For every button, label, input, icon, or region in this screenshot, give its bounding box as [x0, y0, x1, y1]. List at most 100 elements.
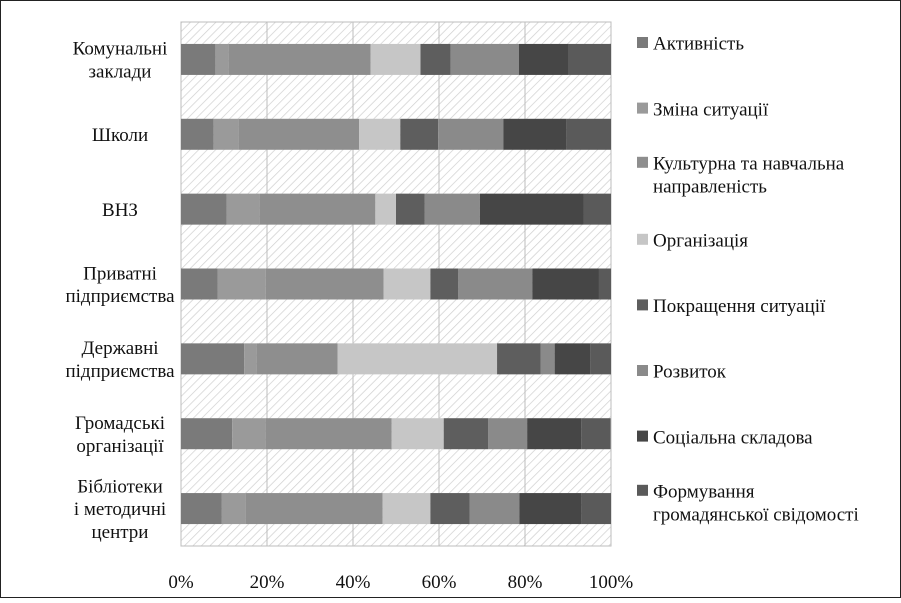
legend-label-line: Соціальна складова	[653, 427, 813, 448]
bar-segment	[382, 493, 431, 525]
legend-label-line: Зміна ситуації	[653, 99, 769, 120]
legend-label-line: Організація	[653, 230, 748, 251]
category-label: Комунальні заклади	[73, 39, 168, 83]
bar-segment	[181, 43, 216, 75]
bar-segment	[244, 343, 257, 375]
bar-segment	[503, 118, 567, 150]
category-label-line: Комунальні	[73, 39, 168, 60]
legend-label-line: Розвиток	[653, 362, 727, 383]
bar-segment	[532, 268, 599, 300]
bar-segment	[181, 268, 218, 300]
bar-segment	[590, 343, 611, 375]
category-label-line: підприємства	[65, 361, 175, 382]
category-label-line: Громадські	[75, 413, 165, 434]
legend-label: Соціальна складова	[653, 427, 813, 448]
bar-segment	[181, 418, 233, 450]
bar-segment	[430, 268, 459, 300]
legend-label: Формування громадянської свідомості	[653, 481, 859, 525]
bar-segment	[443, 418, 489, 450]
legend-label-line: Культурна та навчальна	[653, 153, 845, 174]
bar-segment	[221, 493, 246, 525]
bar-segment	[337, 343, 498, 375]
bar-segment	[181, 343, 245, 375]
category-label-line: центри	[92, 522, 149, 543]
legend-label: Активність	[653, 34, 744, 55]
x-tick-label: 60%	[422, 572, 457, 593]
category-label: Приватні підприємства	[65, 263, 175, 307]
bar-segment	[420, 43, 451, 75]
x-tick-label: 0%	[168, 572, 194, 593]
bar-segment	[518, 43, 568, 75]
bar-segment	[359, 118, 401, 150]
bar-segment	[598, 268, 611, 300]
bar-segment	[256, 343, 338, 375]
category-label-line: ВНЗ	[102, 200, 138, 221]
legend-label: Культурна та навчальна направленість	[653, 153, 845, 197]
bar-segment	[488, 418, 528, 450]
x-tick-label: 40%	[336, 572, 371, 593]
legend-label-line: направленість	[653, 176, 767, 197]
bar-segment	[497, 343, 541, 375]
category-label: ВНЗ	[102, 200, 138, 221]
bar-segment	[238, 118, 360, 150]
legend-swatch	[637, 233, 648, 245]
legend-label: Розвиток	[653, 362, 727, 383]
bar-segment	[265, 268, 384, 300]
category-label-line: Приватні	[83, 263, 157, 284]
bar-segment	[527, 418, 582, 450]
x-tick-label: 20%	[250, 572, 285, 593]
bar-segment	[181, 493, 222, 525]
legend-swatch	[637, 37, 648, 48]
bar-segment	[383, 268, 431, 300]
bar-segment	[396, 193, 425, 225]
category-label-line: організації	[76, 436, 164, 457]
bar-segment	[581, 418, 611, 450]
bar-segment	[217, 268, 266, 300]
category-label-line: підприємства	[65, 286, 175, 307]
bar-segment	[232, 418, 266, 450]
legend-label-line: Формування	[653, 481, 755, 502]
bar-segment	[519, 493, 582, 525]
bar-segment	[458, 268, 533, 300]
x-tick-label: 80%	[508, 572, 543, 593]
bar-segment	[566, 118, 611, 150]
legend-swatch	[637, 299, 648, 311]
bar-segment	[438, 118, 504, 150]
bar-segment	[424, 193, 480, 225]
category-label-line: Державні	[81, 338, 158, 359]
bar-segment	[554, 343, 591, 375]
bar-segment	[226, 193, 260, 225]
bar-segment	[400, 118, 439, 150]
category-label-line: Бібліотеки	[77, 476, 163, 497]
legend-swatch	[637, 484, 648, 496]
bar-segment	[181, 193, 227, 225]
bar-segment	[215, 43, 229, 75]
bar-segment	[181, 118, 214, 150]
legend-swatch	[637, 102, 648, 114]
category-label: Громадські організації	[75, 413, 165, 457]
bar-segment	[391, 418, 444, 450]
category-label-line: заклади	[89, 61, 152, 82]
bar-segment	[245, 493, 383, 525]
x-tick-label: 100%	[589, 572, 634, 593]
category-label: Державні підприємства	[65, 338, 175, 382]
x-axis-ticks: 0% 20% 40% 60% 80% 100%	[168, 572, 633, 593]
bar-segment	[540, 343, 555, 375]
bar-segment	[228, 43, 371, 75]
bar-segment	[430, 493, 470, 525]
legend-label: Покращення ситуації	[653, 296, 826, 317]
legend-swatch	[637, 156, 648, 168]
category-label-line: і методичні	[74, 499, 166, 520]
bar-segment	[479, 193, 584, 225]
legend-label: Зміна ситуації	[653, 99, 769, 120]
bar-segment	[568, 43, 611, 75]
bar-segment	[469, 493, 520, 525]
bars	[181, 43, 611, 525]
bar-segment	[265, 418, 392, 450]
category-label-line: Школи	[92, 125, 148, 146]
bar-segment	[450, 43, 519, 75]
bar-segment	[370, 43, 421, 75]
